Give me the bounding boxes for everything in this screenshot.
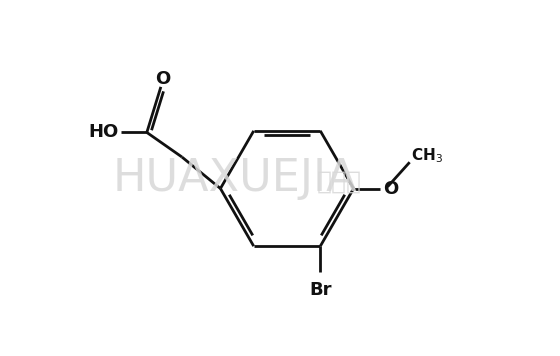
- Text: O: O: [382, 179, 398, 198]
- Text: HO: HO: [88, 124, 119, 141]
- Text: O: O: [155, 70, 170, 88]
- Text: Br: Br: [309, 281, 332, 299]
- Text: CH$_3$: CH$_3$: [412, 147, 444, 165]
- Text: 化学加: 化学加: [317, 169, 362, 194]
- Text: HUAXUEJIA: HUAXUEJIA: [112, 157, 357, 199]
